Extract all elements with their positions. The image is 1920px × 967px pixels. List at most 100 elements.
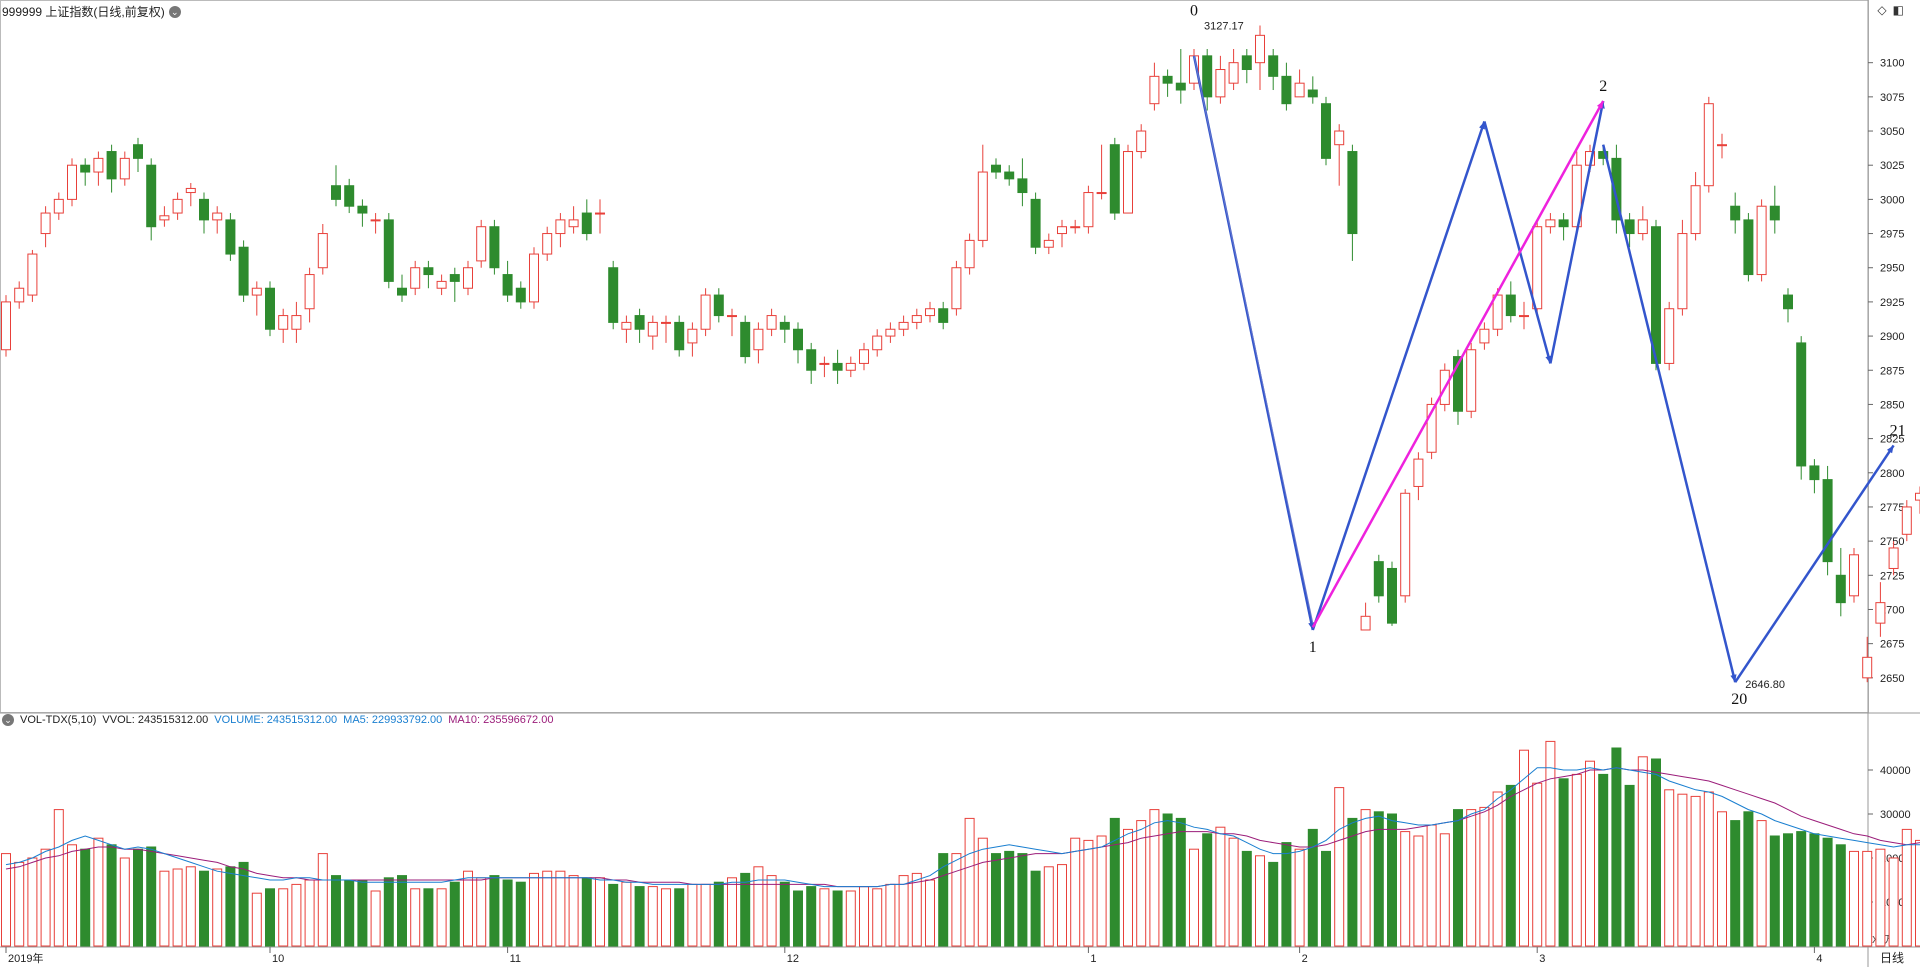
candle-body — [1796, 342, 1807, 467]
x-tick-label: 2019年 — [8, 951, 43, 965]
candle-body — [212, 212, 223, 221]
ma5-line — [5, 767, 1920, 888]
volume-bar — [991, 853, 1001, 947]
volume-bar — [172, 868, 183, 947]
volume-bar — [370, 890, 381, 947]
candle-body — [80, 164, 91, 173]
volume-bar — [317, 853, 328, 947]
candle-body — [1532, 226, 1543, 310]
candle-body — [727, 315, 737, 318]
volume-bar — [925, 879, 935, 947]
volume-bar — [819, 888, 830, 947]
panel-toggle-icon[interactable]: ◧ — [1892, 3, 1904, 17]
price-tick-label: 2925 — [1880, 297, 1904, 309]
wave-marker-label: 21 — [1890, 422, 1906, 439]
candle-body — [1756, 205, 1767, 276]
vvol-value: VVOL: 243515312.00 — [102, 714, 209, 726]
volume-bar — [1400, 831, 1411, 947]
volume-bar — [1175, 817, 1186, 947]
volume-bar — [687, 883, 698, 947]
candle-body — [238, 246, 249, 296]
candle-body — [991, 164, 1001, 173]
candle-body — [885, 328, 896, 337]
candle-body — [1400, 492, 1411, 597]
volume-bar — [1347, 817, 1358, 947]
volume-bar — [1202, 833, 1213, 947]
candle-body — [304, 274, 315, 310]
candle-body — [1690, 185, 1701, 235]
volume-bar — [1505, 784, 1516, 947]
volume-bar — [1492, 791, 1503, 947]
candle-body — [185, 187, 196, 194]
candle-body — [621, 321, 632, 330]
wave-line — [1311, 121, 1486, 631]
volume-bar — [608, 883, 619, 947]
candle-body — [713, 294, 724, 317]
candle-body — [938, 308, 949, 323]
volume-bar — [1585, 760, 1595, 947]
candle-body — [832, 362, 843, 371]
candle-body — [1228, 62, 1239, 84]
volume-bar — [40, 848, 51, 947]
candle-body — [1043, 239, 1054, 248]
volume-bar — [1123, 828, 1133, 947]
candle-body — [740, 321, 751, 358]
volume-bar — [449, 881, 460, 947]
candle-body — [1281, 75, 1292, 105]
wave-line — [1311, 100, 1605, 628]
candle-body — [278, 315, 289, 330]
volume-bar — [423, 888, 434, 947]
price-panel-frame — [0, 0, 1869, 713]
candle-body — [1545, 219, 1556, 228]
volume-bar — [661, 888, 671, 947]
candle-body — [1004, 171, 1015, 180]
candle-body — [1849, 554, 1859, 597]
volume-bar — [595, 877, 605, 947]
wave-marker-label: 0 — [1190, 3, 1198, 20]
wave-arrowhead — [1730, 674, 1737, 683]
volume-bar — [542, 870, 553, 947]
volume-tick-label: 30000 — [1880, 809, 1911, 821]
volume-bar — [806, 886, 817, 947]
candle-body — [199, 198, 209, 221]
candle-body — [608, 267, 619, 323]
chevron-down-icon[interactable]: ⌄ — [168, 5, 181, 18]
volume-bar — [357, 879, 368, 947]
volume-bar — [1083, 839, 1094, 947]
volume-bar — [1637, 756, 1648, 947]
candle-body — [265, 287, 275, 330]
volume-bar — [1849, 850, 1859, 947]
volume-bar — [1030, 870, 1041, 947]
volume-bar — [1558, 778, 1569, 947]
volume-bar — [1796, 831, 1807, 947]
candle-body — [476, 226, 487, 262]
volume-bar — [53, 809, 64, 947]
volume-bar — [344, 879, 355, 947]
extreme-value-label: 2646.80 — [1745, 679, 1785, 691]
volume-bar — [1004, 850, 1015, 947]
volume-bar — [1387, 813, 1397, 947]
volume-bar — [1413, 835, 1424, 947]
volume-bar — [779, 881, 790, 947]
volume-tick-label: 40000 — [1880, 765, 1911, 777]
candle-body — [1136, 130, 1147, 153]
candle-body — [1598, 151, 1609, 159]
volume-bar — [1756, 820, 1767, 947]
candle-body — [1017, 178, 1028, 194]
candle-body — [766, 315, 777, 330]
candle-body — [251, 287, 262, 296]
volume-bar — [146, 846, 157, 947]
x-tick-label: 11 — [510, 953, 521, 965]
candle-body — [859, 349, 869, 364]
volume-bar — [1703, 791, 1714, 947]
candle-body — [1373, 561, 1384, 597]
diamond-icon[interactable]: ◇ — [1877, 3, 1887, 17]
volume-bar — [1017, 853, 1028, 947]
volume-bar — [647, 886, 658, 947]
candle-body — [661, 321, 671, 324]
candle-body — [463, 267, 473, 289]
candle-body — [872, 335, 883, 351]
candle-body — [1730, 205, 1741, 221]
chevron-down-icon[interactable]: ⌄ — [2, 714, 14, 726]
